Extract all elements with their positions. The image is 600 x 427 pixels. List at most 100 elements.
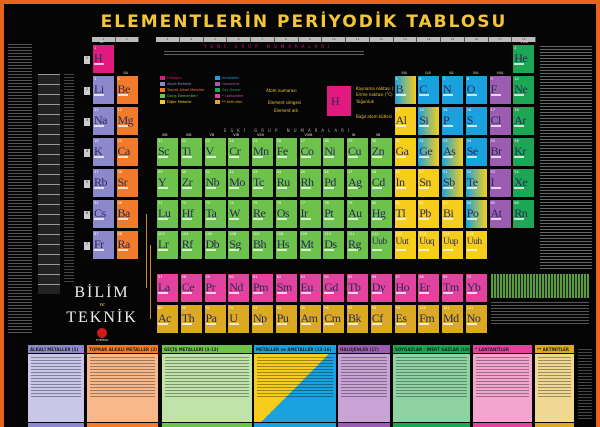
legend-label: Hidrojen [167, 76, 182, 80]
atomic-number: 83 [443, 201, 448, 205]
legend-label: Alkali Metaller [167, 82, 192, 86]
element-symbol: Sb [443, 175, 455, 189]
element-cell-ge: 32 Ge [417, 137, 441, 167]
info-box-body [87, 354, 158, 422]
element-symbol: Ca [117, 144, 131, 158]
atomic-number: 99 [395, 306, 400, 310]
element-name-bar [395, 292, 406, 294]
element-symbol: Si [419, 113, 429, 127]
element-symbol: Ni [324, 144, 336, 158]
element-symbol: Pm [253, 280, 269, 294]
element-symbol: Fe [276, 144, 289, 158]
element-cell-na: 11 Na [92, 106, 115, 136]
element-symbol: Uup [443, 237, 458, 247]
element-name-bar [419, 323, 430, 325]
element-symbol: V [205, 144, 215, 158]
element-name-bar [395, 94, 406, 96]
atomic-number: 77 [300, 201, 305, 205]
element-symbol: Kr [514, 144, 526, 158]
element-name-bar [158, 218, 168, 220]
element-name-bar [419, 94, 430, 96]
info-box-footer [473, 423, 532, 427]
element-name-bar [514, 156, 525, 158]
atomic-number: 91 [205, 306, 210, 310]
atomic-number: 35 [490, 139, 495, 143]
element-symbol: U [229, 311, 238, 325]
element-symbol: Rg [348, 237, 362, 251]
old-group-label: VB [209, 133, 215, 137]
element-cell-at: 85 At [488, 199, 512, 229]
element-symbol: He [514, 51, 528, 65]
atomic-number: 110 [324, 232, 331, 236]
atomic-number: 33 [443, 139, 448, 143]
atomic-number: 97 [348, 306, 353, 310]
element-cell-k: 19 K [92, 137, 115, 167]
element-name-bar [117, 249, 128, 251]
element-cell-ga: 31 Ga [393, 137, 417, 167]
element-cell-fm: 100 Fm [417, 304, 441, 334]
element-cell-cd: 48 Cd [369, 168, 393, 198]
element-cell-rb: 37 Rb [92, 168, 115, 198]
element-symbol: Ar [514, 113, 526, 127]
atomic-number: 76 [276, 201, 282, 205]
element-symbol: Os [276, 206, 290, 220]
element-symbol: Ru [276, 175, 291, 189]
atomic-number: 106 [229, 232, 236, 236]
info-box-text [90, 357, 155, 397]
element-cell-ac: 89 Ac [156, 304, 179, 334]
element-cell-md: 101 Md [441, 304, 464, 334]
atomic-number: 71 [158, 201, 163, 205]
element-symbol: La [158, 280, 170, 294]
element-cell-pa: 91 Pa [203, 304, 227, 334]
atomic-number: 116 [466, 232, 474, 236]
legend-item: Halojenler [215, 82, 240, 86]
info-box: ALKALİ METALLER (1) [28, 345, 84, 427]
legend-item: Hidrojen [160, 76, 182, 80]
element-cell-bi: 83 Bi [441, 199, 464, 229]
element-name-bar [253, 187, 263, 189]
element-symbol: Uub [371, 237, 387, 247]
element-name-bar [276, 292, 287, 294]
element-symbol: Sg [229, 237, 241, 251]
element-symbol: Ho [395, 280, 410, 294]
element-name-bar [466, 156, 477, 158]
atomic-number: 70 [466, 275, 472, 279]
old-group-label: IIB [375, 133, 381, 137]
logo-line1: BİLİM [74, 284, 130, 301]
element-symbol: No [466, 311, 481, 325]
atomic-number: 43 [253, 170, 258, 174]
group-number-13: 13 [393, 37, 418, 42]
element-cell-ba: 56 Ba [115, 199, 139, 229]
element-cell-se: 34 Se [464, 137, 488, 167]
element-cell-eu: 63 Eu [298, 273, 322, 303]
element-cell-ho: 67 Ho [393, 273, 417, 303]
element-cell-cr: 24 Cr [227, 137, 251, 167]
element-symbol: Pa [205, 311, 218, 325]
atomic-number: 75 [253, 201, 258, 205]
atomic-number: 85 [490, 201, 495, 205]
element-name-bar [443, 156, 453, 158]
element-name-bar [419, 249, 430, 251]
element-cell-uut: 113 Uut [393, 230, 417, 260]
info-box-footer [28, 423, 84, 427]
old-group-label: VIIA [496, 71, 504, 75]
element-symbol: Sn [419, 175, 431, 189]
info-box-text [165, 357, 249, 397]
legend-swatch [160, 82, 165, 86]
element-cell-sg: 106 Sg [227, 230, 251, 260]
element-cell-pb: 82 Pb [417, 199, 441, 229]
atomic-number: 113 [395, 232, 403, 236]
info-box-text [538, 357, 571, 397]
element-cell-ta: 73 Ta [203, 199, 227, 229]
period-number-1: 1 [84, 56, 90, 64]
element-name-bar [490, 156, 501, 158]
element-symbol: I [490, 175, 495, 189]
info-box-body [28, 354, 84, 422]
element-cell-cs: 55 Cs [92, 199, 115, 229]
group-number-5: 5 [203, 37, 228, 42]
info-box-title: ** AKTİNİTLER [535, 345, 574, 353]
atomic-number: 7 [443, 77, 446, 81]
group-number-9: 9 [298, 37, 323, 42]
element-symbol: Hg [371, 206, 386, 220]
element-cell-u: 92 U [227, 304, 251, 334]
